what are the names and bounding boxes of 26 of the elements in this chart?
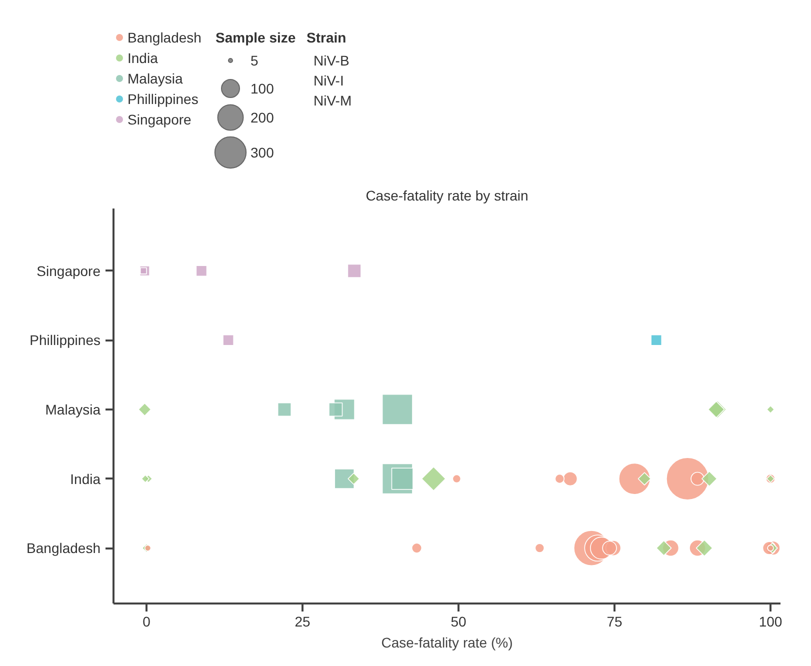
x-tick-label: 75	[606, 614, 623, 630]
x-axis-title: Case-fatality rate (%)	[381, 634, 513, 650]
x-tick-label: 25	[294, 614, 311, 630]
legend-label: 200	[250, 110, 274, 126]
text: NiV-M	[314, 92, 352, 108]
x-tick-label: 100	[758, 614, 782, 630]
legend-label: 100	[250, 80, 274, 96]
y-tick-label: Malaysia	[45, 401, 101, 418]
text: NiV-I	[314, 72, 344, 88]
legend-label: Bangladesh	[128, 30, 202, 46]
legend-label: 300	[250, 144, 274, 160]
legend-label: Singapore	[128, 112, 192, 128]
text: Strain	[306, 30, 346, 46]
legend-label: 5	[250, 52, 258, 68]
text: NiV-B	[314, 52, 350, 68]
y-tick-label: Singapore	[36, 262, 101, 279]
legend-label: India	[128, 50, 158, 66]
x-tick-label: 0	[142, 614, 151, 630]
x-tick-label: 50	[450, 614, 467, 630]
y-tick-label: Phillippines	[30, 332, 101, 348]
legend-label: Malaysia	[128, 70, 183, 86]
y-tick-label: India	[70, 470, 101, 487]
text: Sample size	[216, 30, 296, 46]
chart-title: Case-fatality rate by strain	[366, 188, 528, 204]
y-tick-label: Bangladesh	[26, 540, 100, 556]
legend-label: Phillippines	[128, 91, 198, 107]
